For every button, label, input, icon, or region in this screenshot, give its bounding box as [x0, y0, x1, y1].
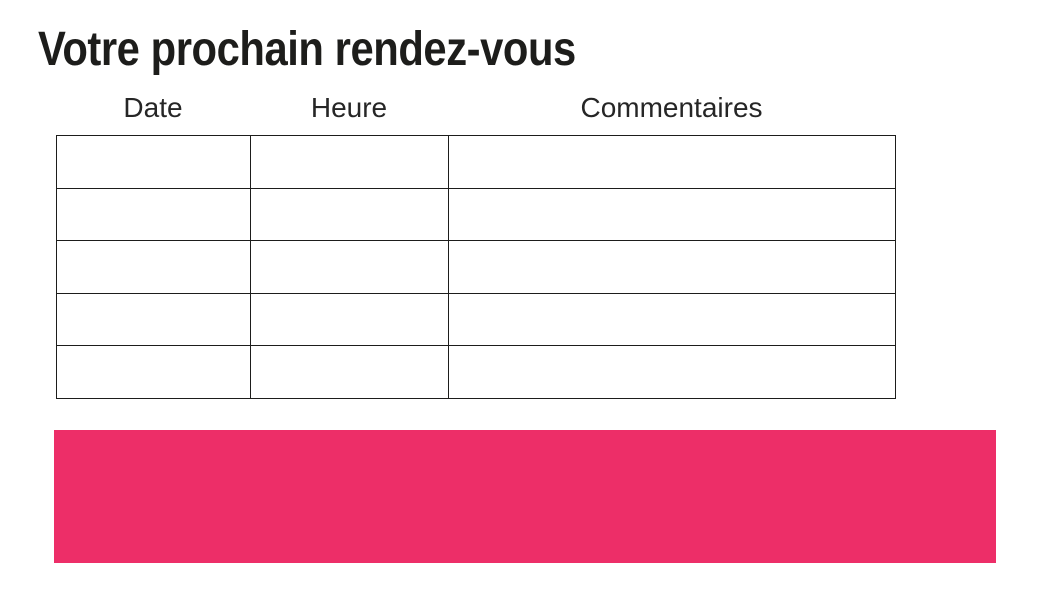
- table-cell: [448, 135, 896, 189]
- table-column-headers: Date Heure Commentaires: [56, 92, 895, 124]
- table-cell: [448, 187, 896, 241]
- table-row: [56, 187, 896, 241]
- table-cell: [56, 345, 251, 399]
- column-header-heure: Heure: [310, 92, 388, 123]
- table-cell: [250, 135, 449, 189]
- appointments-table: [56, 135, 896, 399]
- page-title: Votre prochain rendez-vous: [38, 23, 576, 76]
- table-cell: [448, 240, 896, 294]
- table-cell: [250, 345, 449, 399]
- table-cell: [250, 240, 449, 294]
- table-row: [56, 345, 896, 399]
- table-cell: [56, 292, 251, 346]
- table-cell: [250, 187, 449, 241]
- table-cell: [56, 187, 251, 241]
- table-cell: [56, 240, 251, 294]
- pink-banner: [54, 430, 996, 563]
- table-cell: [250, 292, 449, 346]
- table-row: [56, 135, 896, 189]
- table-cell: [448, 345, 896, 399]
- column-header-commentaires: Commentaires: [580, 92, 763, 123]
- table-row: [56, 292, 896, 346]
- column-header-date: Date: [123, 92, 183, 123]
- table-cell: [56, 135, 251, 189]
- table-cell: [448, 292, 896, 346]
- table-row: [56, 240, 896, 294]
